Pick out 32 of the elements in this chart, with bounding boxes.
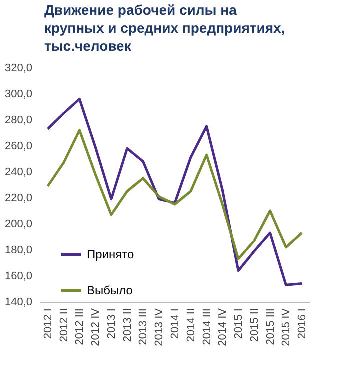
chart-title: Движение рабочей силы на крупных и средних предприятиях, тыс.человек xyxy=(44,2,286,54)
y-tick-label: 320,0 xyxy=(4,62,32,74)
x-tick-label: 2013 IV xyxy=(154,308,166,346)
x-tick-label: 2013 III xyxy=(138,308,150,346)
x-tick-label: 2013 I xyxy=(106,308,118,340)
x-tick-label: 2015 I xyxy=(233,308,246,340)
x-tick-label: 2016 I xyxy=(296,308,309,340)
x-tick-label: 2012 IV xyxy=(90,308,102,346)
x-tick-label: 2014 IV xyxy=(217,308,230,346)
x-tick-label: 2015 IV xyxy=(280,308,293,346)
legend-label: Выбыло xyxy=(87,284,134,298)
y-tick-label: 240,0 xyxy=(4,166,32,178)
y-tick-label: 160,0 xyxy=(4,270,32,282)
x-tick-label: 2014 III xyxy=(201,308,214,346)
y-tick-label: 180,0 xyxy=(4,244,32,256)
x-tick-label: 2014 I xyxy=(170,308,182,340)
y-tick-label: 140,0 xyxy=(4,296,32,308)
y-tick-label: 260,0 xyxy=(4,140,32,152)
x-tick-label: 2012 II xyxy=(58,308,70,342)
x-tick-label: 2015 III xyxy=(264,308,277,346)
x-tick-label: 2013 II xyxy=(122,308,134,342)
y-tick-label: 280,0 xyxy=(4,114,32,126)
y-tick-label: 300,0 xyxy=(4,88,32,100)
x-tick-label: 2015 II xyxy=(248,308,261,342)
y-tick-label: 220,0 xyxy=(4,192,32,204)
x-tick-label: 2014 II xyxy=(185,308,198,342)
x-tick-label: 2012 I xyxy=(42,308,54,340)
y-tick-label: 200,0 xyxy=(4,218,32,230)
line-series xyxy=(46,98,304,286)
line-series xyxy=(46,129,304,260)
legend-label: Принято xyxy=(87,248,134,262)
x-tick-label: 2012 III xyxy=(74,308,86,346)
